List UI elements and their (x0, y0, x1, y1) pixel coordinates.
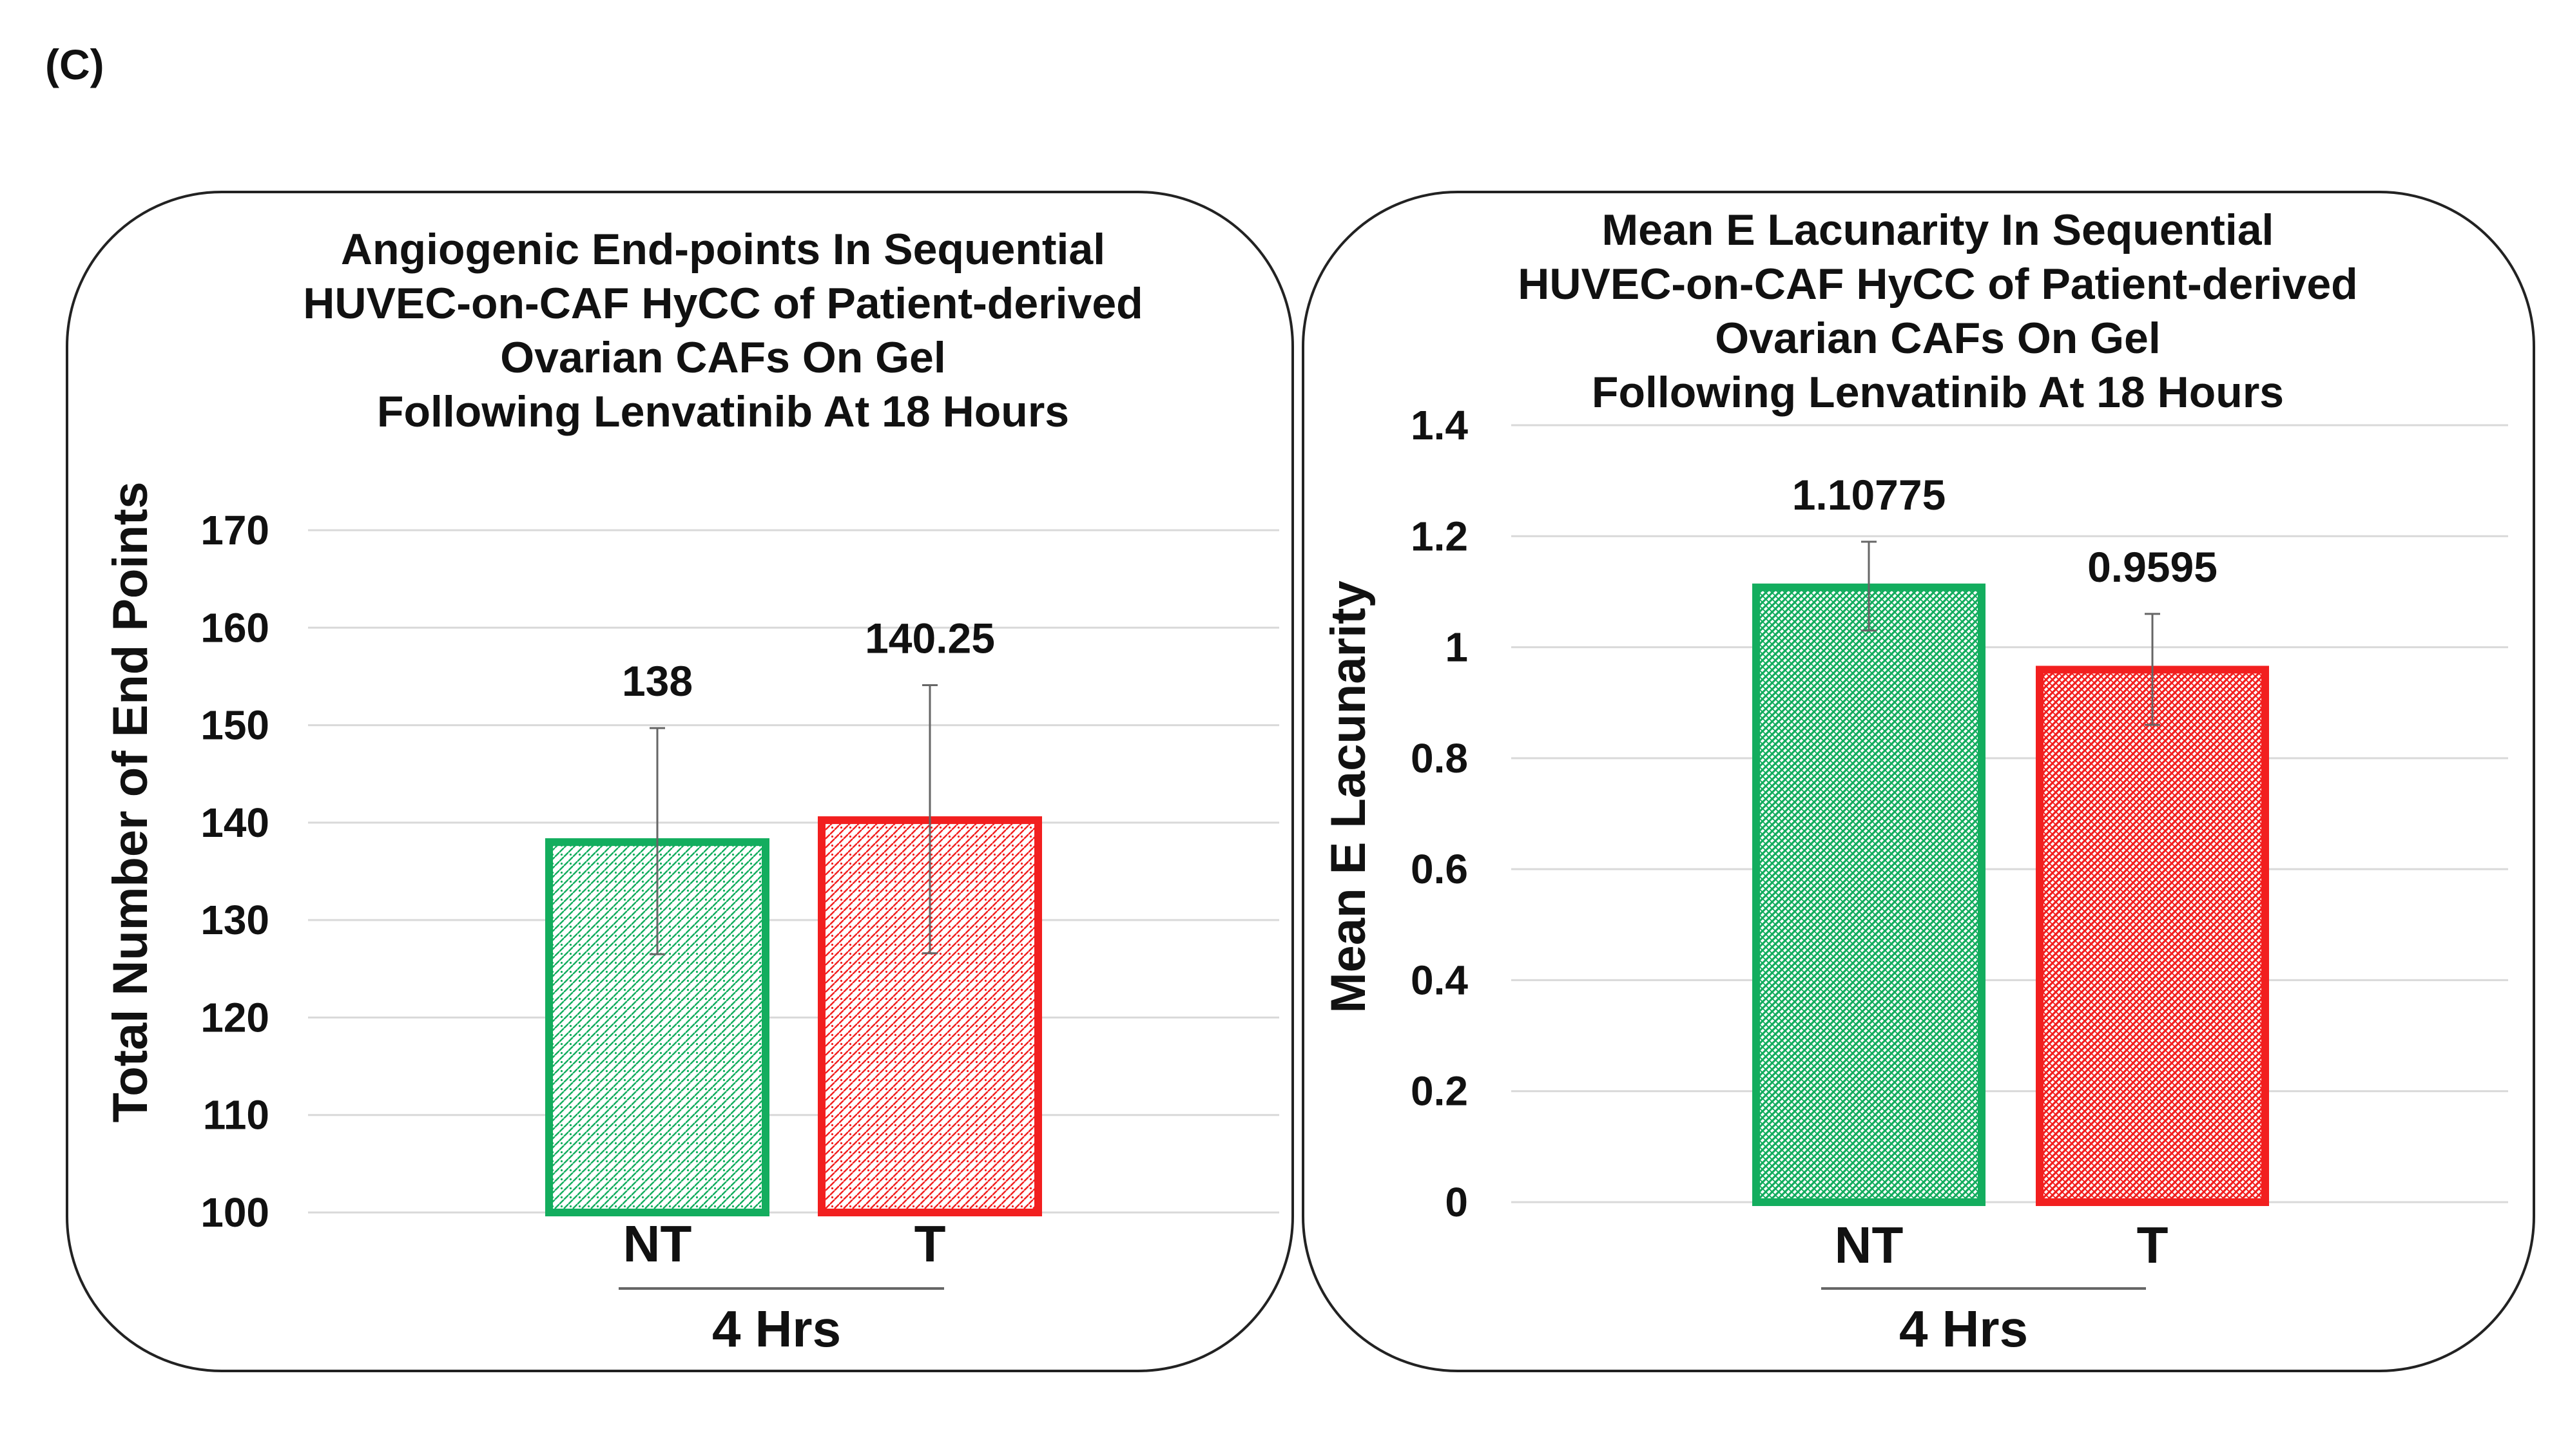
chart1-y-tick-label: 150 (200, 702, 269, 749)
chart1-y-tick-label: 160 (200, 604, 269, 651)
chart2-title-line-1: Mean E Lacunarity In Sequential (1602, 206, 2274, 254)
chart1-group-label: 4 Hrs (712, 1300, 841, 1357)
chart1-category-t: T (914, 1215, 946, 1272)
chart2-title-line-2: HUVEC-on-CAF HyCC of Patient-derived (1518, 260, 2357, 309)
chart2-bar-t (2036, 666, 2269, 1206)
chart1-error-bar-t (922, 684, 938, 955)
chart1-bars (545, 816, 1042, 1216)
chart2-category-t: T (2137, 1216, 2169, 1274)
chart1-y-axis-label: Total Number of End Points (103, 481, 158, 1122)
chart2-y-tick-label: 0.8 (1411, 735, 1468, 781)
chart2-y-tick-label: 0.4 (1411, 957, 1468, 1003)
chart2-gridlines (1511, 424, 2508, 1203)
chart1-y-tick-label: 100 (200, 1189, 269, 1236)
chart1-error-bars (650, 684, 938, 955)
chart1-category-nt: NT (623, 1215, 692, 1272)
chart1-y-tick-label: 140 (200, 800, 269, 846)
chart1-title-line-2: HUVEC-on-CAF HyCC of Patient-derived (303, 279, 1143, 328)
chart2-data-label-nt: 1.10775 (1792, 471, 1946, 519)
chart1-title-line-3: Ovarian CAFs On Gel (500, 333, 946, 382)
chart1-data-labels: 138 140.25 (622, 615, 995, 705)
chart1-frame (66, 191, 1294, 1372)
chart2-y-tick-label: 0.6 (1411, 846, 1468, 892)
chart2-bar-nt (1752, 583, 1985, 1206)
chart2-data-labels: 1.10775 0.9595 (1792, 471, 2217, 591)
chart2-bars (1752, 583, 2269, 1206)
chart2-error-bars (1861, 541, 2160, 726)
chart1-gridlines (308, 529, 1279, 1214)
chart1-title-line-1: Angiogenic End-points In Sequential (341, 225, 1105, 274)
chart2: Mean E Lacunarity In Sequential HUVEC-on… (1321, 206, 2508, 1357)
chart1-y-ticks: 100 110 120 130 140 150 160 170 (200, 507, 269, 1236)
chart1-y-tick-label: 170 (200, 507, 269, 553)
chart2-y-tick-label: 0 (1445, 1179, 1468, 1225)
chart2-y-tick-label: 0.2 (1411, 1068, 1468, 1115)
chart2-category-nt: NT (1835, 1216, 1904, 1274)
chart2-title-line-4: Following Lenvatinib At 18 Hours (1592, 368, 2284, 417)
chart1-data-label-t: 140.25 (865, 615, 995, 662)
chart1-y-tick-label: 130 (200, 897, 269, 943)
chart2-frame (1302, 191, 2535, 1372)
chart1-error-bar-nt (650, 727, 665, 955)
chart2-title-line-3: Ovarian CAFs On Gel (1715, 314, 2161, 363)
chart2-categories: NT T (1835, 1216, 2169, 1274)
chart2-y-tick-label: 1 (1445, 624, 1468, 671)
chart1-y-tick-label: 110 (203, 1092, 269, 1138)
chart1-y-tick-label: 120 (200, 994, 269, 1040)
chart2-y-tick-label: 1.4 (1411, 402, 1468, 448)
chart1-categories: NT T (623, 1215, 946, 1272)
chart1: Angiogenic End-points In Sequential HUVE… (103, 225, 1279, 1357)
chart2-y-tick-label: 1.2 (1411, 513, 1468, 559)
chart1-title: Angiogenic End-points In Sequential HUVE… (303, 225, 1143, 436)
chart2-y-ticks: 0 0.2 0.4 0.6 0.8 1 1.2 1.4 (1411, 402, 1468, 1225)
chart2-data-label-t: 0.9595 (2087, 543, 2217, 591)
chart2-title: Mean E Lacunarity In Sequential HUVEC-on… (1518, 206, 2357, 417)
chart1-data-label-nt: 138 (622, 657, 693, 705)
chart2-error-bar-nt (1861, 541, 1877, 632)
chart1-title-line-4: Following Lenvatinib At 18 Hours (377, 387, 1069, 436)
chart2-group-label: 4 Hrs (1899, 1300, 2028, 1357)
chart2-error-bar-t (2145, 613, 2160, 726)
chart2-y-axis-label: Mean E Lacunarity (1321, 580, 1376, 1013)
panel-label: (C) (45, 41, 104, 88)
